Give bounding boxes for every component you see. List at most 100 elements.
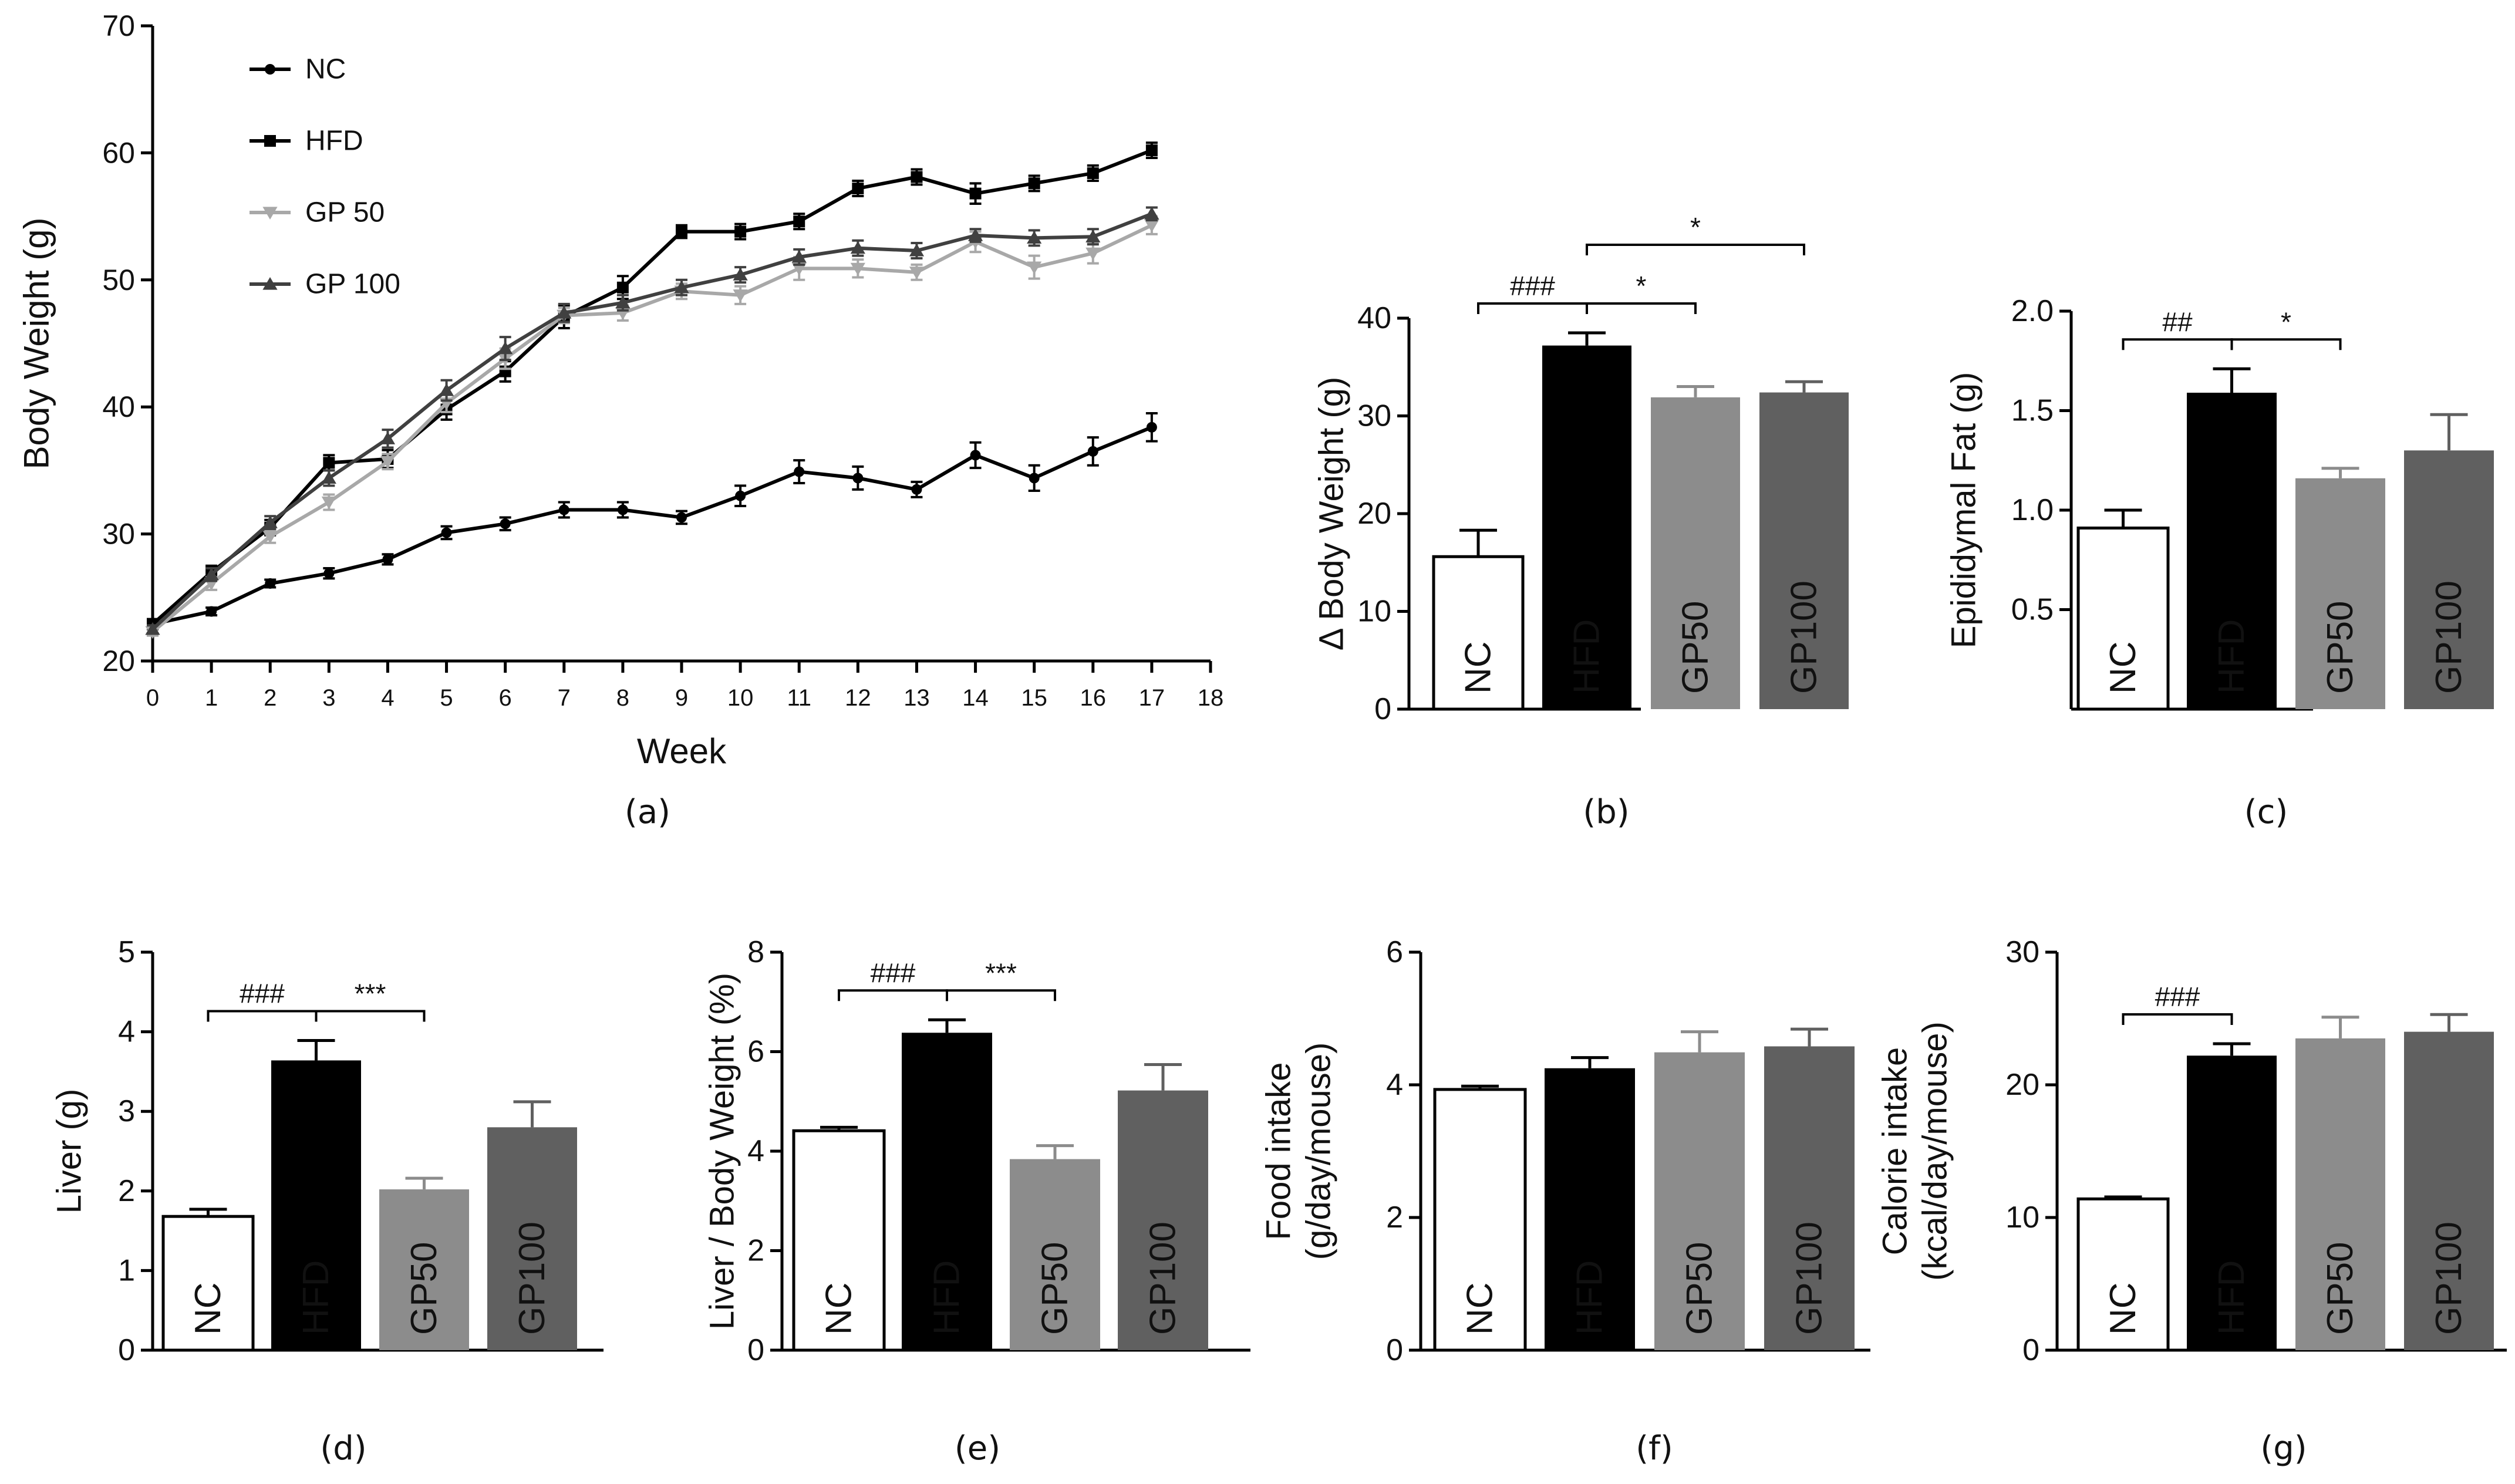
bar — [1545, 1068, 1635, 1350]
bar-nc: NC — [2076, 1195, 2170, 1352]
x-tick-label: 17 — [1139, 685, 1165, 711]
significance-bracket: ## — [2122, 306, 2233, 350]
data-point — [1085, 230, 1101, 242]
bracket-line — [946, 989, 1056, 1001]
bar-category-label: NC — [1460, 1282, 1501, 1335]
series-gp-100 — [145, 206, 1159, 635]
y-tick-label: 70 — [102, 9, 135, 42]
data-point — [615, 295, 631, 309]
y-axis-title: Epididymal Fat (g) — [1945, 372, 1983, 649]
bar — [487, 1127, 577, 1350]
y-tick-label: 40 — [1357, 301, 1391, 335]
data-point — [909, 244, 925, 257]
data-point — [969, 187, 982, 200]
significance-label: ### — [2155, 982, 2200, 1012]
bar-category-label: NC — [2103, 641, 2143, 694]
bracket-line — [1586, 243, 1805, 255]
bar — [1651, 397, 1740, 709]
data-point — [734, 225, 747, 238]
x-tick-label: 16 — [1080, 685, 1107, 711]
bar — [1759, 392, 1849, 709]
bar — [792, 1129, 886, 1352]
bar — [161, 1215, 255, 1352]
significance-label: ### — [1510, 271, 1555, 301]
bar — [1433, 1088, 1527, 1352]
legend-marker — [265, 64, 275, 75]
bar-gp50: GP50 — [1010, 1144, 1100, 1350]
y-tick-label: 30 — [1357, 399, 1391, 433]
data-point — [850, 241, 865, 254]
panel-label: (d) — [320, 1429, 366, 1468]
data-point — [970, 450, 981, 461]
data-point — [676, 225, 687, 238]
bar-gp50: GP50 — [1651, 385, 1740, 709]
significance-label: * — [2281, 306, 2291, 337]
data-point — [852, 182, 864, 194]
data-point — [380, 431, 396, 444]
bar — [2295, 478, 2385, 709]
panel-label: (b) — [1583, 793, 1629, 831]
bar-hfd: HFD — [902, 1018, 992, 1350]
data-point — [617, 504, 628, 515]
x-tick-label: 7 — [558, 685, 571, 711]
significance-label: ## — [2162, 306, 2193, 337]
bar-category-label: NC — [188, 1282, 228, 1335]
chart-f: 0 2 4 6 Food intake (g/day/mouse) NC HFD GP50 GP1… — [1260, 935, 1870, 1468]
bar-category-label: NC — [1458, 641, 1499, 694]
data-point — [616, 281, 629, 294]
data-point — [1146, 421, 1157, 433]
bracket-line — [1477, 302, 1588, 314]
y-tick-label: 1.5 — [2011, 394, 2054, 428]
data-point — [557, 306, 572, 319]
legend-label: NC — [305, 54, 346, 85]
bar-gp50: GP50 — [379, 1176, 469, 1350]
bar-category-label: GP50 — [1035, 1242, 1076, 1335]
data-point — [791, 262, 807, 276]
y-tick-label: 2 — [1386, 1200, 1403, 1235]
x-tick-label: 11 — [787, 685, 811, 711]
data-point — [674, 280, 689, 294]
data-point — [911, 484, 922, 495]
significance-bracket: ### — [838, 957, 948, 1001]
x-tick-label: 5 — [440, 685, 453, 711]
y-tick-label: 4 — [118, 1015, 135, 1049]
bar-gp100: GP100 — [2404, 413, 2494, 709]
y-tick-label: 4 — [1386, 1068, 1403, 1102]
bracket-line — [2122, 338, 2233, 350]
bracket-line — [207, 1010, 318, 1022]
x-tick-label: 15 — [1021, 685, 1047, 711]
panel-label: (g) — [2260, 1429, 2307, 1468]
bar-category-label: GP100 — [1789, 1222, 1830, 1335]
data-point — [793, 215, 805, 228]
x-tick-label: 2 — [264, 685, 277, 711]
data-point — [382, 554, 393, 565]
y-tick-label: 0 — [2022, 1333, 2039, 1367]
y-tick-label: 5 — [118, 935, 135, 969]
chart-b: 0 10 20 30 40 Δ Body Weight (g) NC HFD GP50 GP100… — [1313, 212, 1849, 831]
bar-category-label: GP100 — [2429, 1222, 2469, 1335]
x-tick-label: 3 — [322, 685, 335, 711]
significance-bracket: * — [1586, 271, 1697, 314]
y-tick-label: 6 — [747, 1035, 764, 1069]
data-point — [735, 490, 746, 501]
data-point — [852, 473, 864, 484]
data-point — [323, 568, 335, 579]
bar — [2076, 1197, 2170, 1352]
y-tick-label: 0 — [118, 1333, 135, 1367]
series-nc — [147, 412, 1158, 630]
data-point — [1144, 207, 1159, 220]
series-hfd — [147, 141, 1158, 630]
bar-gp50: GP50 — [2295, 467, 2385, 709]
y-axis-title: (g/day/mouse) — [1300, 1043, 1338, 1260]
data-point — [500, 518, 511, 529]
y-tick-label: 50 — [102, 264, 135, 296]
y-tick-label: 1.0 — [2011, 493, 2054, 527]
y-axis-title: Δ Body Weight (g) — [1313, 377, 1351, 650]
data-point — [1028, 177, 1040, 190]
series-line — [151, 149, 1152, 626]
data-point — [323, 457, 335, 469]
x-tick-label: 14 — [962, 685, 989, 711]
significance-bracket: * — [1586, 212, 1805, 255]
